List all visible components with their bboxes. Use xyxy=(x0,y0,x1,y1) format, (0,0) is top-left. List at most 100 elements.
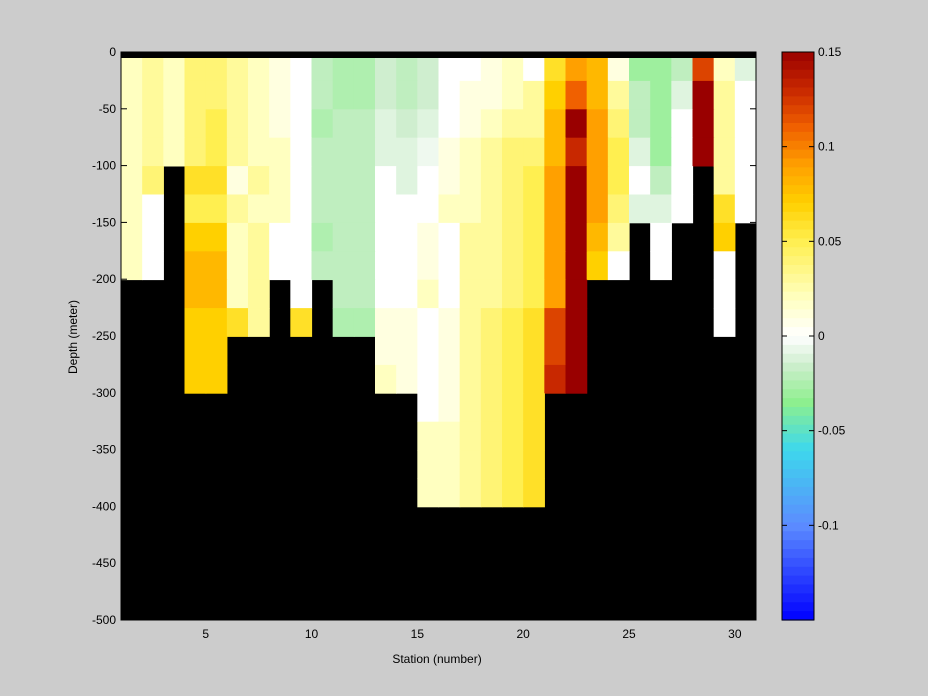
y-tick-label: -200 xyxy=(92,272,116,286)
heatmap-cell xyxy=(269,80,291,110)
colorbar-segment xyxy=(782,96,814,106)
heatmap-cell xyxy=(438,194,461,224)
heatmap-cell xyxy=(650,80,672,110)
colorbar-segment xyxy=(782,78,814,89)
heatmap-cell xyxy=(502,109,524,139)
heatmap-cell xyxy=(586,58,609,82)
colorbar-segment xyxy=(782,495,814,506)
heatmap-cell xyxy=(417,222,440,252)
colorbar-segment xyxy=(782,256,814,266)
colorbar-segment xyxy=(782,557,814,568)
heatmap-cell xyxy=(396,222,418,252)
heatmap-cell xyxy=(290,279,313,309)
heatmap-cell xyxy=(502,450,524,479)
heatmap-cell xyxy=(586,194,609,224)
heatmap-cell xyxy=(586,222,609,252)
heatmap-cell xyxy=(565,194,588,224)
heatmap-cell xyxy=(332,251,355,281)
x-axis-label: Station (number) xyxy=(392,652,481,666)
heatmap-cell xyxy=(142,109,164,139)
heatmap-cell xyxy=(523,58,545,82)
heatmap-cell xyxy=(544,222,567,252)
heatmap-cell xyxy=(142,58,164,82)
heatmap-cell xyxy=(438,336,461,366)
heatmap-cell xyxy=(332,137,355,167)
colorbar-segment xyxy=(782,114,814,124)
heatmap-cell xyxy=(205,58,228,82)
heatmap-cell xyxy=(248,109,270,139)
heatmap-cell xyxy=(586,80,609,110)
heatmap-cell xyxy=(565,166,588,195)
x-tick-label: 25 xyxy=(622,627,636,641)
heatmap-cell xyxy=(353,137,376,167)
colorbar-segment xyxy=(782,478,814,488)
heatmap-cell xyxy=(692,109,715,139)
colorbar-segment xyxy=(782,282,814,293)
heatmap-cell xyxy=(121,109,143,139)
heatmap-cell xyxy=(459,251,482,281)
heatmap-cell xyxy=(523,194,545,224)
colorbar-segment xyxy=(782,167,814,177)
heatmap-cell xyxy=(438,58,461,82)
y-tick-label: -150 xyxy=(92,215,116,229)
heatmap-cell xyxy=(480,109,503,139)
heatmap-cell xyxy=(205,336,228,366)
heatmap-cell xyxy=(226,222,249,252)
heatmap-cell xyxy=(459,137,482,167)
heatmap-cell xyxy=(480,421,503,451)
heatmap-cell xyxy=(438,450,461,479)
heatmap-cell xyxy=(480,222,503,252)
heatmap-cell xyxy=(438,308,461,337)
heatmap-cell xyxy=(713,58,736,82)
heatmap-cell xyxy=(417,308,440,337)
heatmap-cell xyxy=(417,364,440,394)
heatmap-cell xyxy=(502,279,524,309)
heatmap-cell xyxy=(353,58,376,82)
heatmap-cell xyxy=(586,251,609,281)
colorbar-segment xyxy=(782,327,814,337)
colorbar-tick-label: 0.05 xyxy=(818,234,842,248)
heatmap-cell xyxy=(459,222,482,252)
heatmap-cell xyxy=(607,80,630,110)
heatmap-cell xyxy=(438,137,461,167)
colorbar-segment xyxy=(782,60,814,71)
heatmap-cell xyxy=(226,109,249,139)
heatmap-cell xyxy=(480,279,503,309)
heatmap-cell xyxy=(417,58,440,82)
heatmap-cell xyxy=(290,109,313,139)
heatmap-cell xyxy=(396,194,418,224)
heatmap-cell xyxy=(332,279,355,309)
colorbar-segment xyxy=(782,549,814,559)
heatmap-cell xyxy=(459,80,482,110)
heatmap-cell xyxy=(290,222,313,252)
colorbar-segment xyxy=(782,318,814,328)
colorbar-segment xyxy=(782,149,814,160)
colorbar-segment xyxy=(782,575,814,586)
heatmap-cell xyxy=(523,421,545,451)
heatmap-cell xyxy=(713,80,736,110)
heatmap-cell xyxy=(734,194,757,224)
heatmap-cell xyxy=(248,222,270,252)
x-tick-label: 15 xyxy=(411,627,425,641)
heatmap-cell xyxy=(502,80,524,110)
heatmap-cell xyxy=(226,251,249,281)
heatmap-cell xyxy=(205,137,228,167)
heatmap-cell xyxy=(629,80,651,110)
colorbar-segment xyxy=(782,460,814,470)
heatmap-cell xyxy=(502,137,524,167)
heatmap-cell xyxy=(734,137,757,167)
heatmap-cell xyxy=(438,279,461,309)
x-axis-ticks: 5 10 15 20 25 30 xyxy=(202,614,742,641)
heatmap-cell xyxy=(459,166,482,195)
heatmap-cell xyxy=(248,137,270,167)
heatmap-cell xyxy=(353,308,376,337)
heatmap-cell xyxy=(523,364,545,394)
heatmap-cell xyxy=(163,109,186,139)
heatmap-cell xyxy=(417,336,440,366)
heatmap-cell xyxy=(713,251,736,281)
heatmap-cell xyxy=(396,58,418,82)
colorbar-segment xyxy=(782,123,814,133)
heatmap-cell xyxy=(269,109,291,139)
heatmap-cell xyxy=(248,166,270,195)
heatmap-cell xyxy=(565,279,588,309)
